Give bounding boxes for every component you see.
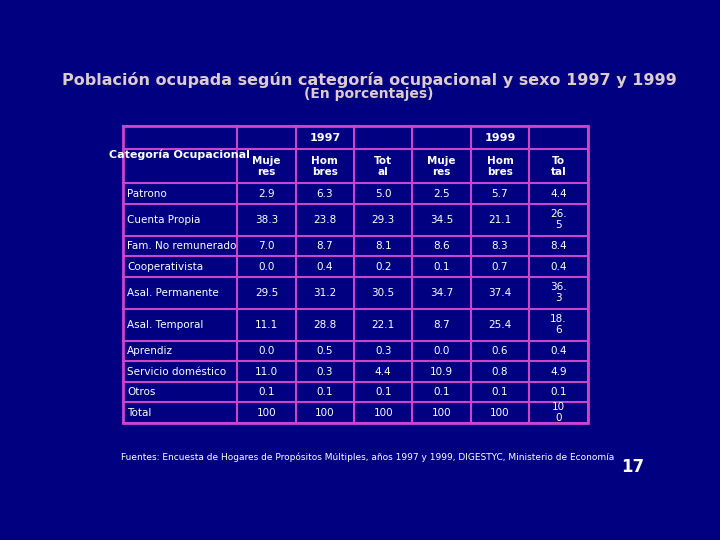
Text: 5.7: 5.7 [492,188,508,199]
Text: 17: 17 [621,458,644,476]
Text: 0.6: 0.6 [492,346,508,356]
Text: 18.
6: 18. 6 [550,314,567,335]
Text: 100: 100 [315,408,335,417]
Text: 10.9: 10.9 [430,367,453,376]
Text: 29.3: 29.3 [372,215,395,225]
Text: 5.0: 5.0 [375,188,392,199]
Text: Aprendiz: Aprendiz [127,346,174,356]
Text: 28.8: 28.8 [313,320,336,330]
Text: 0.7: 0.7 [492,262,508,272]
Text: 22.1: 22.1 [372,320,395,330]
Text: To
tal: To tal [551,156,566,177]
Text: 29.5: 29.5 [255,288,278,298]
Text: Total: Total [127,408,152,417]
Text: 0.1: 0.1 [433,262,450,272]
Bar [122,126,588,423]
Text: Otros: Otros [127,387,156,397]
Text: Asal. Temporal: Asal. Temporal [127,320,204,330]
Text: Cooperativista: Cooperativista [127,262,203,272]
Text: 8.7: 8.7 [433,320,450,330]
Text: 0.1: 0.1 [492,387,508,397]
Text: 34.7: 34.7 [430,288,453,298]
Text: 8.1: 8.1 [375,241,392,251]
Text: 37.4: 37.4 [488,288,512,298]
Text: Hom
bres: Hom bres [311,156,338,177]
Text: 0.1: 0.1 [433,387,450,397]
Text: 36.
3: 36. 3 [550,282,567,303]
Text: Muje
res: Muje res [428,156,456,177]
Text: Cuenta Propia: Cuenta Propia [127,215,201,225]
Text: 34.5: 34.5 [430,215,453,225]
Text: Población ocupada según categoría ocupacional y sexo 1997 y 1999: Población ocupada según categoría ocupac… [62,72,676,88]
Text: 11.0: 11.0 [255,367,278,376]
Text: 8.7: 8.7 [317,241,333,251]
Text: 38.3: 38.3 [255,215,278,225]
Text: 0.0: 0.0 [433,346,450,356]
Text: 0.0: 0.0 [258,262,274,272]
Text: 21.1: 21.1 [488,215,512,225]
Text: Tot
al: Tot al [374,156,392,177]
Text: 8.6: 8.6 [433,241,450,251]
Text: 1997: 1997 [309,133,341,143]
Text: 0.8: 0.8 [492,367,508,376]
Text: 11.1: 11.1 [255,320,278,330]
Text: Categoría Ocupacional: Categoría Ocupacional [109,150,251,160]
Text: 0.0: 0.0 [258,346,274,356]
Text: 100: 100 [256,408,276,417]
Text: 26.
5: 26. 5 [550,210,567,230]
Text: 8.3: 8.3 [492,241,508,251]
Text: Patrono: Patrono [127,188,167,199]
Text: 31.2: 31.2 [313,288,336,298]
Text: (En porcentajes): (En porcentajes) [305,87,433,101]
Text: Fuentes: Encuesta de Hogares de Propósitos Múltiples, años 1997 y 1999, DIGESTYC: Fuentes: Encuesta de Hogares de Propósit… [121,453,614,462]
Text: 2.5: 2.5 [433,188,450,199]
Text: 0.1: 0.1 [258,387,275,397]
Text: 100: 100 [432,408,451,417]
Text: 7.0: 7.0 [258,241,275,251]
Text: 0.3: 0.3 [375,346,392,356]
Text: 100: 100 [374,408,393,417]
Text: Hom
bres: Hom bres [487,156,513,177]
Text: 100: 100 [490,408,510,417]
Text: 0.3: 0.3 [317,367,333,376]
Text: 2.9: 2.9 [258,188,275,199]
Text: Asal. Permanente: Asal. Permanente [127,288,219,298]
Text: 0.4: 0.4 [317,262,333,272]
Text: 6.3: 6.3 [317,188,333,199]
Text: Fam. No remunerado: Fam. No remunerado [127,241,237,251]
Text: 1999: 1999 [485,133,516,143]
Text: 0.1: 0.1 [317,387,333,397]
Text: Servicio doméstico: Servicio doméstico [127,367,226,376]
Text: 23.8: 23.8 [313,215,336,225]
Text: 0.1: 0.1 [550,387,567,397]
Text: 0.4: 0.4 [550,346,567,356]
Text: 30.5: 30.5 [372,288,395,298]
Text: 0.4: 0.4 [550,262,567,272]
Text: 0.1: 0.1 [375,387,392,397]
Text: 0.5: 0.5 [317,346,333,356]
Text: 4.4: 4.4 [375,367,392,376]
Text: 4.4: 4.4 [550,188,567,199]
Text: 0.2: 0.2 [375,262,392,272]
Text: 25.4: 25.4 [488,320,512,330]
Text: 4.9: 4.9 [550,367,567,376]
Text: 10
0: 10 0 [552,402,565,423]
Text: Muje
res: Muje res [252,156,281,177]
Text: 8.4: 8.4 [550,241,567,251]
